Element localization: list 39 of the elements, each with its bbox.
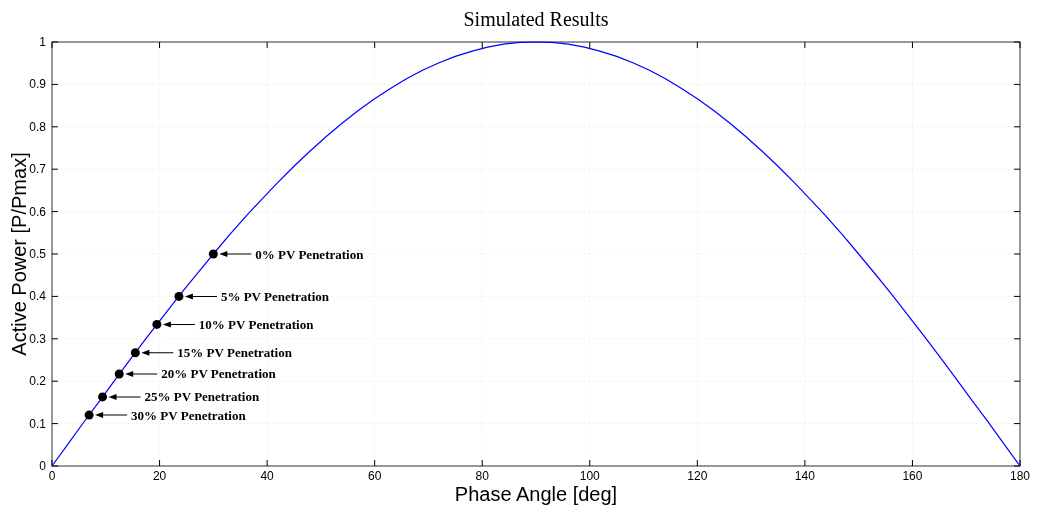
x-tick-label: 80 — [475, 469, 490, 483]
y-tick-label: 0.7 — [29, 162, 47, 177]
x-axis-title: Phase Angle [deg] — [454, 483, 618, 505]
y-tick-label: 0.6 — [29, 204, 47, 219]
x-tick-label: 60 — [367, 469, 382, 483]
annotation: 15% PV Penetration — [177, 345, 293, 361]
line-series — [51, 41, 1021, 467]
annotation: 0% PV Penetration — [255, 246, 365, 262]
annotation: 20% PV Penetration — [161, 366, 277, 382]
annotation: 5% PV Penetration — [220, 288, 330, 304]
point — [84, 410, 94, 420]
x-tick-label: 0 — [48, 469, 56, 483]
chart-title: Simulated Results — [463, 8, 609, 30]
point — [98, 392, 108, 402]
y-tick-label: 0.8 — [29, 119, 47, 134]
x-tick-label: 120 — [687, 469, 708, 483]
x-tick-label: 40 — [260, 469, 275, 483]
point — [174, 291, 184, 301]
y-tick-label: 1 — [39, 35, 47, 49]
point — [208, 249, 218, 259]
x-tick-label: 160 — [902, 469, 923, 483]
x-tick-label: 20 — [152, 469, 167, 483]
annotation: 10% PV Penetration — [198, 316, 315, 332]
annotation: 25% PV Penetration — [144, 389, 260, 405]
y-tick-label: 0.1 — [29, 416, 47, 431]
y-tick-label: 0.3 — [29, 331, 47, 346]
y-tick-label: 0.4 — [29, 289, 47, 304]
point — [130, 348, 140, 358]
x-tick-label: 100 — [579, 469, 601, 483]
x-tick-label: 180 — [1009, 469, 1031, 483]
annotation: 30% PV Penetration — [131, 407, 247, 423]
point — [114, 369, 124, 379]
y-tick-label: 0 — [39, 459, 47, 473]
y-tick-label: 0.5 — [29, 247, 47, 261]
y-tick-label: 0.9 — [29, 77, 47, 92]
x-tick-label: 140 — [794, 469, 816, 483]
y-tick-label: 0.2 — [29, 374, 47, 389]
y-axis-title: Active Power [P/Pmax] — [8, 152, 30, 356]
point — [152, 319, 162, 329]
